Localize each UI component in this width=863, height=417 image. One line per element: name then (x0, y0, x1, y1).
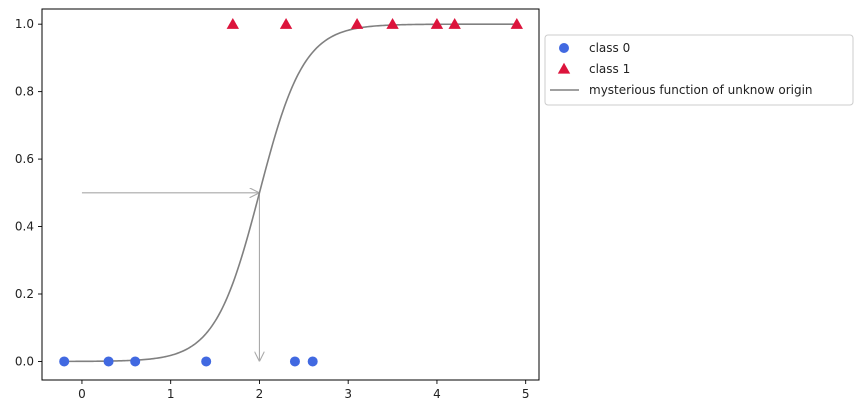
x-tick-label: 5 (522, 387, 530, 401)
class-1-point (386, 17, 399, 29)
y-tick-label: 0.0 (15, 354, 34, 368)
class-0-point (130, 356, 141, 367)
class-0-point (289, 356, 300, 367)
x-tick-label: 2 (256, 387, 264, 401)
class-1-point (510, 17, 524, 29)
class-1-point (448, 17, 461, 29)
x-tick-label: 4 (433, 387, 441, 401)
class-1-point (350, 17, 364, 29)
class-1-point (226, 17, 240, 29)
legend-label: class 0 (589, 41, 630, 55)
class-0-point (103, 356, 114, 367)
legend-class-0-marker (559, 43, 569, 53)
legend-label: class 1 (589, 62, 630, 76)
class-1-point (430, 17, 444, 29)
x-tick-label: 0 (78, 387, 86, 401)
x-tick-label: 1 (167, 387, 175, 401)
class-0-point (59, 356, 70, 367)
class-0-point (307, 356, 318, 367)
legend-class-1-marker (557, 62, 571, 74)
y-tick-label: 0.6 (15, 152, 34, 166)
y-tick-label: 1.0 (15, 17, 34, 31)
x-tick-label: 3 (344, 387, 352, 401)
legend-box (544, 34, 854, 106)
y-tick-label: 0.8 (15, 85, 34, 99)
plot-frame (41, 8, 540, 381)
y-tick-label: 0.2 (15, 287, 34, 301)
class-0-point (201, 356, 212, 367)
plot-layer (59, 17, 524, 367)
legend-layer: class 0 class 1 mysterious function of unk… (544, 34, 854, 106)
axes-layer: 0 1 2 3 4 5 0.0 0.2 0.4 0.6 0.8 1.0 (15, 8, 540, 401)
y-tick-label: 0.4 (15, 220, 34, 234)
legend-label: mysterious function of unknow origin (589, 83, 813, 97)
class-1-point (279, 17, 293, 29)
